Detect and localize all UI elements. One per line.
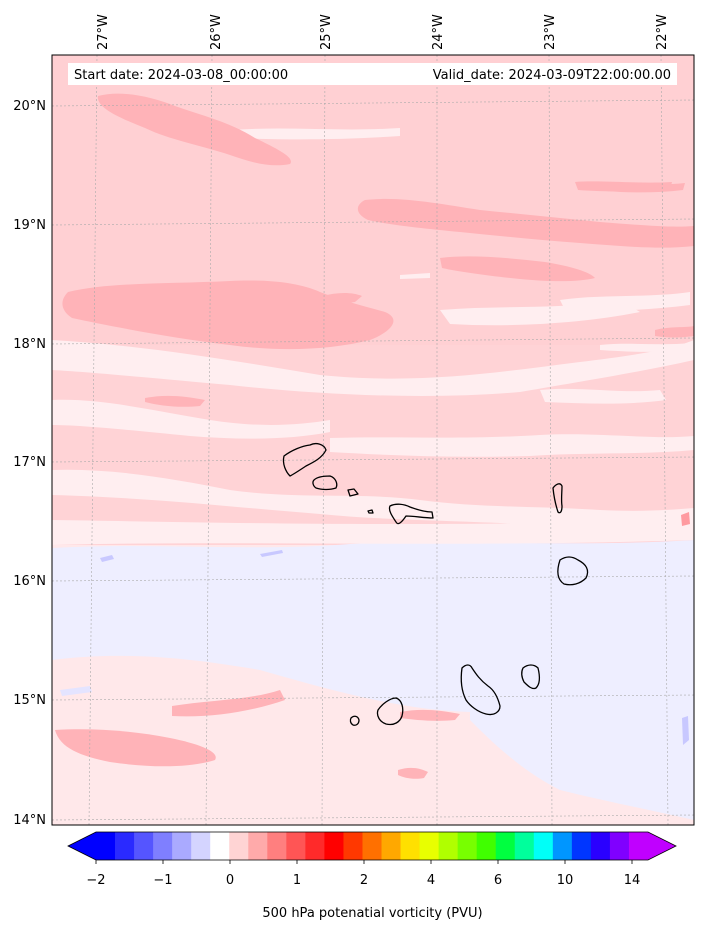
colorbar-tick-label: 6 — [494, 873, 502, 888]
lat-label-20n: 20°N — [13, 99, 46, 114]
colorbar-swatch — [134, 832, 154, 860]
colorbar-tick-label: 1 — [293, 873, 301, 888]
colorbar-outline — [67, 831, 677, 861]
island-sal — [552, 483, 563, 514]
colorbar-swatch — [495, 832, 516, 860]
colorbar-swatch — [153, 832, 173, 860]
colorbar-swatch — [419, 832, 440, 860]
lon-label-23w: 23°W — [543, 14, 558, 50]
colorbar-swatch — [286, 832, 306, 860]
colorbar-tick-label: 4 — [427, 873, 435, 888]
lon-labels: 27°W 26°W 25°W 24°W 23°W 22°W — [96, 14, 670, 50]
valid-date-label: Valid_date: 2024-03-09T22:00:00.00 — [433, 68, 671, 83]
colorbar-swatch — [248, 832, 268, 860]
colorbar-swatch — [628, 832, 649, 860]
island-fogo — [376, 697, 404, 726]
start-date-label: Start date: 2024-03-08_00:00:00 — [74, 68, 288, 83]
lat-labels: 20°N 19°N 18°N 17°N 16°N 15°N 14°N — [13, 99, 46, 828]
lon-label-25w: 25°W — [319, 14, 334, 50]
island-sao-nicolau — [388, 503, 434, 525]
island-santo-antao — [282, 443, 327, 477]
colorbar-tick-label: 10 — [557, 873, 574, 888]
lat-label-15n: 15°N — [13, 693, 46, 708]
colorbar-swatch — [514, 832, 535, 860]
island-outlines — [282, 443, 589, 726]
colorbar-tick-label: 2 — [360, 873, 368, 888]
colorbar-swatch — [96, 832, 116, 860]
colorbar-swatch — [400, 832, 420, 860]
colorbar-swatch — [267, 832, 287, 860]
lat-label-16n: 16°N — [13, 574, 46, 589]
colorbar-swatch — [343, 832, 363, 860]
island-maio — [520, 664, 540, 690]
colorbar-swatch — [362, 832, 382, 860]
colorbar-swatch — [476, 832, 497, 860]
pv-red-speck — [681, 512, 690, 526]
lat-label-19n: 19°N — [13, 218, 46, 233]
colorbar-swatch — [381, 832, 401, 860]
colorbar-swatch — [609, 832, 630, 860]
island-santa-luzia — [347, 488, 359, 497]
lon-label-26w: 26°W — [209, 14, 224, 50]
island-santiago — [460, 664, 501, 716]
lon-label-24w: 24°W — [431, 14, 446, 50]
colorbar-swatch — [229, 832, 249, 860]
lon-label-22w: 22°W — [655, 14, 670, 50]
island-sao-vicente — [312, 475, 338, 491]
colorbar-swatch — [590, 832, 611, 860]
colorbar-swatch — [172, 832, 192, 860]
info-box — [68, 63, 677, 85]
pv-lavender-patch — [470, 600, 694, 820]
colorbar-tick-label: 14 — [624, 873, 641, 888]
pv-blue-specks — [60, 550, 689, 745]
lat-label-17n: 17°N — [13, 455, 46, 470]
colorbar-swatch — [552, 832, 573, 860]
map-frame — [51, 54, 695, 826]
pv-white-streaks — [52, 128, 694, 545]
colorbar-extend-min — [68, 832, 96, 860]
colorbar-tick-label: −2 — [86, 873, 105, 888]
colorbar-swatch — [438, 832, 459, 860]
colorbar-extend-max — [648, 832, 676, 860]
colorbar-tick-label: −1 — [153, 873, 172, 888]
colorbar-ticks: −2 −1 0 1 2 4 6 10 14 — [86, 873, 640, 888]
colorbar-swatch — [533, 832, 554, 860]
colorbar-swatch — [191, 832, 211, 860]
colorbar-swatch — [115, 832, 135, 860]
colorbar-tick-label: 0 — [226, 873, 234, 888]
island-boa-vista — [557, 556, 589, 586]
colorbar-swatch — [324, 832, 344, 860]
colorbar-swatch — [457, 832, 478, 860]
island-brava — [349, 715, 360, 726]
pv-dark-patches — [55, 93, 694, 779]
lon-label-27w: 27°W — [96, 14, 111, 50]
island-branco — [367, 509, 374, 514]
map-gridlines — [52, 55, 694, 825]
lat-label-18n: 18°N — [13, 337, 46, 352]
colorbar-swatch — [305, 832, 325, 860]
lat-label-14n: 14°N — [13, 813, 46, 828]
colorbar-swatch — [210, 832, 230, 860]
colorbar-title: 500 hPa potenatial vorticity (PVU) — [262, 906, 483, 921]
colorbar-swatch — [571, 832, 592, 860]
colorbar — [67, 831, 677, 864]
pv-field — [52, 55, 694, 825]
